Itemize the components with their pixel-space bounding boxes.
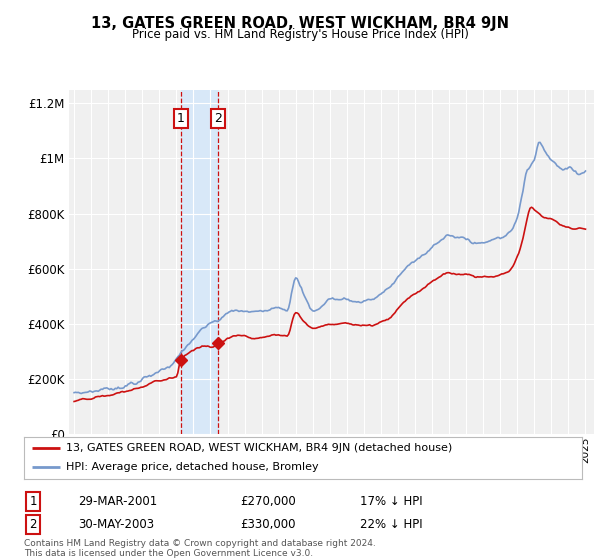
Text: 2: 2 — [29, 518, 37, 531]
Text: 1: 1 — [177, 113, 185, 125]
Text: 13, GATES GREEN ROAD, WEST WICKHAM, BR4 9JN: 13, GATES GREEN ROAD, WEST WICKHAM, BR4 … — [91, 16, 509, 31]
Text: 2: 2 — [214, 113, 221, 125]
Text: 30-MAY-2003: 30-MAY-2003 — [78, 518, 154, 531]
Bar — [181, 90, 218, 434]
Text: Contains HM Land Registry data © Crown copyright and database right 2024.
This d: Contains HM Land Registry data © Crown c… — [24, 539, 376, 558]
Text: 17% ↓ HPI: 17% ↓ HPI — [360, 495, 422, 508]
Text: 22% ↓ HPI: 22% ↓ HPI — [360, 518, 422, 531]
Text: Price paid vs. HM Land Registry's House Price Index (HPI): Price paid vs. HM Land Registry's House … — [131, 28, 469, 41]
Text: 29-MAR-2001: 29-MAR-2001 — [78, 495, 157, 508]
Text: HPI: Average price, detached house, Bromley: HPI: Average price, detached house, Brom… — [66, 463, 319, 473]
Text: 1: 1 — [29, 495, 37, 508]
Text: 13, GATES GREEN ROAD, WEST WICKHAM, BR4 9JN (detached house): 13, GATES GREEN ROAD, WEST WICKHAM, BR4 … — [66, 443, 452, 453]
Text: £270,000: £270,000 — [240, 495, 296, 508]
Text: £330,000: £330,000 — [240, 518, 296, 531]
